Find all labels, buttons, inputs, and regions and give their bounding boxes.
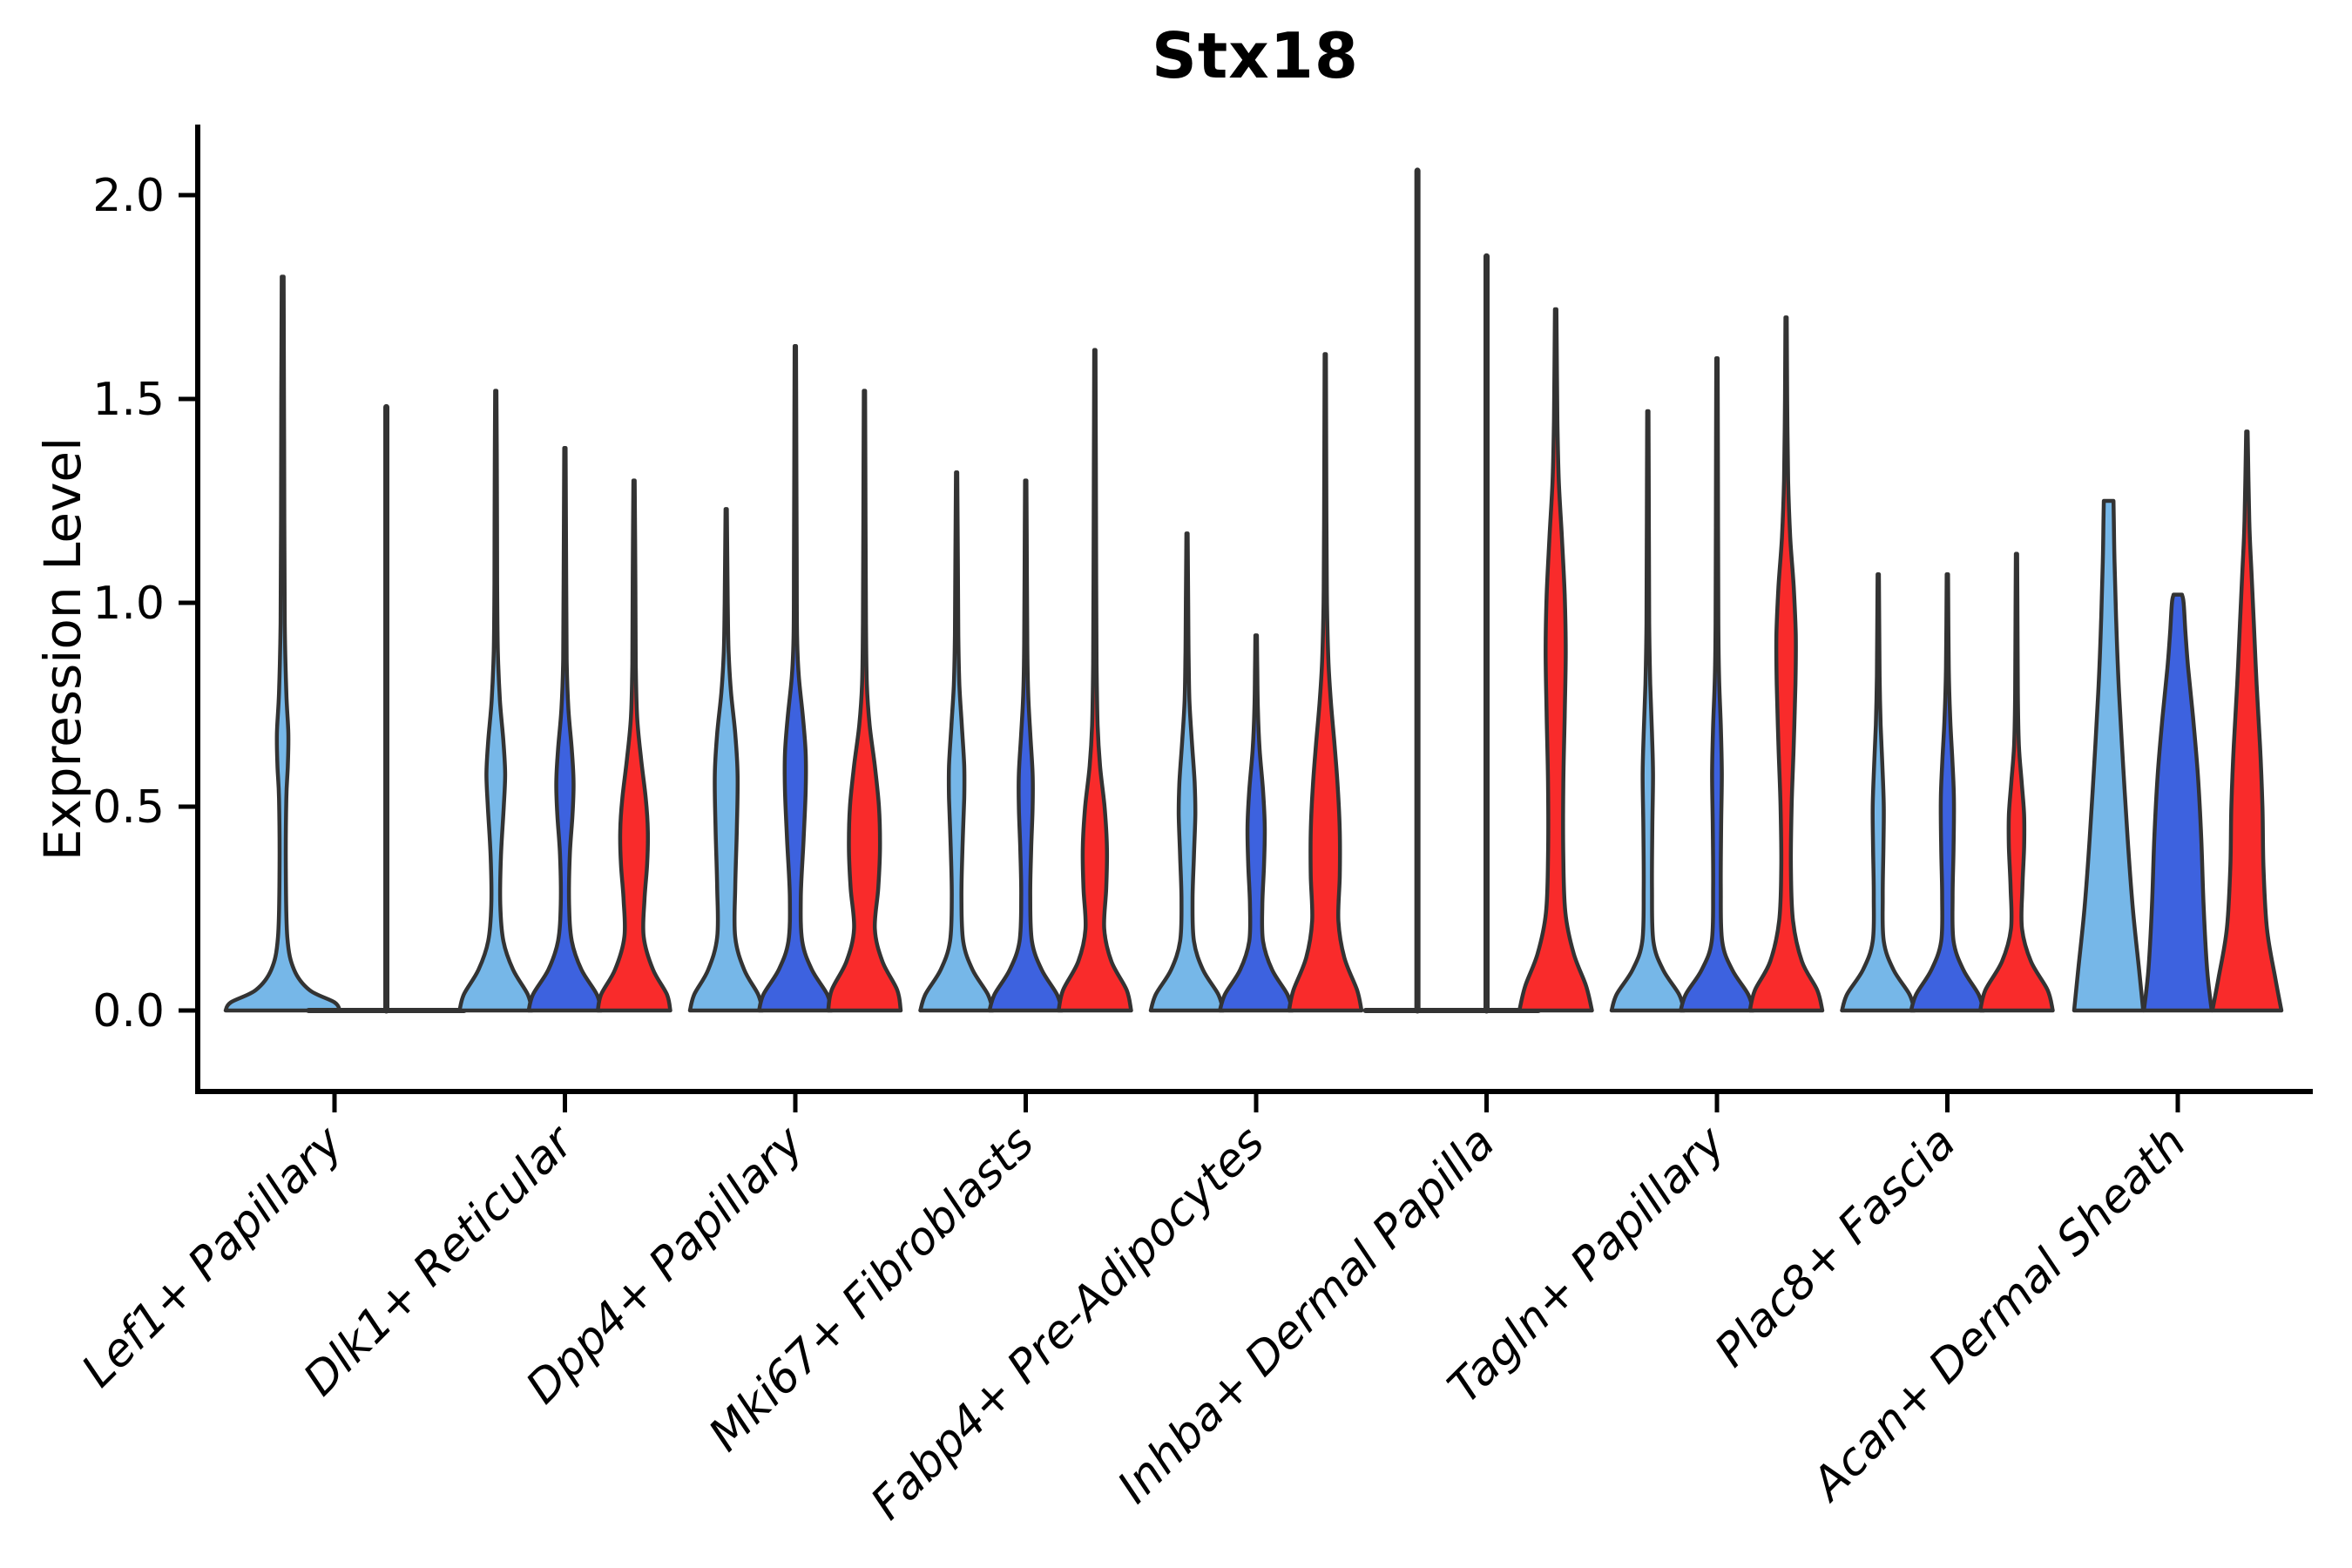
violin-sample1 (223, 274, 342, 1013)
violin-sample2 (987, 478, 1064, 1013)
y-tick-label: 0.0 (92, 985, 165, 1037)
violin-sample1 (457, 389, 535, 1013)
y-tick-label: 2.0 (92, 170, 165, 222)
y-tick-label: 1.0 (92, 578, 165, 630)
violin-sample3 (1287, 352, 1364, 1013)
violin-sample1 (687, 507, 765, 1013)
violin-sample1 (2072, 498, 2146, 1013)
violin-sample1 (1840, 571, 1917, 1013)
violin-sample1 (1609, 409, 1686, 1013)
x-category-label: Inhba+ Dermal Papilla (1108, 1117, 1505, 1514)
x-category-label: Fabp4+ Pre-Adipocytes (862, 1117, 1275, 1531)
violin-sample2 (1679, 355, 1755, 1013)
violin-sample3 (2210, 429, 2284, 1013)
x-category-label: Acan+ Dermal Sheath (1801, 1117, 2196, 1512)
violin-sample3 (1977, 551, 2055, 1013)
x-category-label: Plac8+ Fascia (1705, 1117, 1965, 1377)
y-tick-label: 0.5 (92, 781, 165, 834)
violin-sample2 (2141, 592, 2214, 1013)
y-tick-label: 1.5 (92, 374, 165, 426)
violin-sample3 (595, 478, 672, 1013)
violin-sample3 (1517, 307, 1594, 1013)
violin-sample2 (1909, 571, 1986, 1013)
violin-sample3 (1747, 315, 1825, 1013)
violin-sample1 (1148, 531, 1226, 1013)
violin-sample3 (826, 389, 903, 1013)
violin-sample1 (918, 470, 996, 1013)
violin-sample2 (526, 445, 604, 1013)
violin-sample2 (1218, 633, 1294, 1013)
violin-sample3 (1056, 348, 1133, 1013)
plot-title: Stx18 (1152, 19, 1359, 92)
violin-sample2 (757, 343, 834, 1013)
